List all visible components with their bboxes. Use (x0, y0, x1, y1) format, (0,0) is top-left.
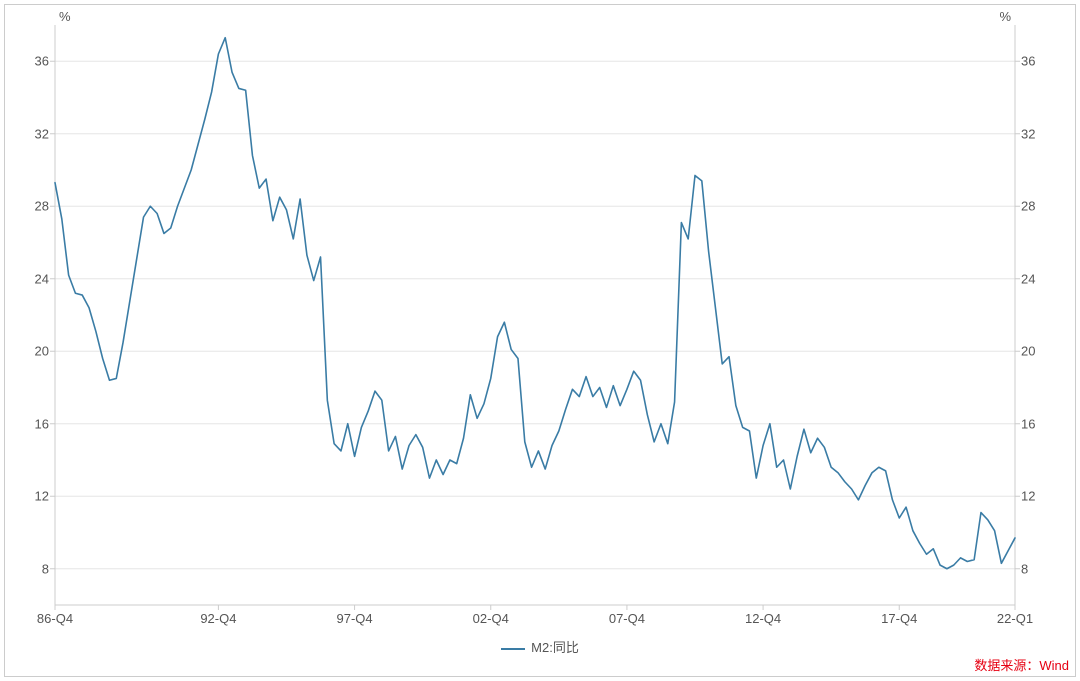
plot-area: % % 88121216162020242428283232363686-Q49… (55, 25, 1015, 605)
x-tick-label: 12-Q4 (745, 611, 781, 626)
y-tick-left: 8 (42, 561, 49, 576)
y-tick-right: 32 (1021, 126, 1035, 141)
legend: M2:同比 (5, 637, 1075, 656)
y-unit-left: % (59, 9, 71, 24)
y-tick-left: 12 (35, 489, 49, 504)
y-tick-left: 28 (35, 199, 49, 214)
y-tick-left: 20 (35, 344, 49, 359)
x-tick-label: 02-Q4 (473, 611, 509, 626)
chart-container: % % 8 8 12 12 16 16 20 20 24 24 28 28 32 32 36 36 86-Q4 9… (4, 4, 1076, 677)
y-tick-left: 24 (35, 271, 49, 286)
y-tick-right: 12 (1021, 489, 1035, 504)
y-tick-right: 36 (1021, 54, 1035, 69)
x-tick-label: 97-Q4 (336, 611, 372, 626)
x-tick-label: 92-Q4 (200, 611, 236, 626)
x-tick-label: 17-Q4 (881, 611, 917, 626)
x-tick-label: 86-Q4 (37, 611, 73, 626)
y-tick-left: 16 (35, 416, 49, 431)
y-tick-right: 8 (1021, 561, 1028, 576)
source-label: 数据来源：Wind (974, 655, 1069, 674)
line-chart-svg (55, 25, 1015, 605)
y-tick-right: 20 (1021, 344, 1035, 359)
y-tick-right: 24 (1021, 271, 1035, 286)
y-tick-left: 36 (35, 54, 49, 69)
y-tick-right: 28 (1021, 199, 1035, 214)
x-tick-label: 07-Q4 (609, 611, 645, 626)
y-tick-right: 16 (1021, 416, 1035, 431)
y-tick-left: 32 (35, 126, 49, 141)
y-unit-right: % (999, 9, 1011, 24)
x-tick-label: 22-Q1 (997, 611, 1033, 626)
legend-label: M2:同比 (531, 640, 579, 655)
legend-line-icon (501, 648, 525, 650)
